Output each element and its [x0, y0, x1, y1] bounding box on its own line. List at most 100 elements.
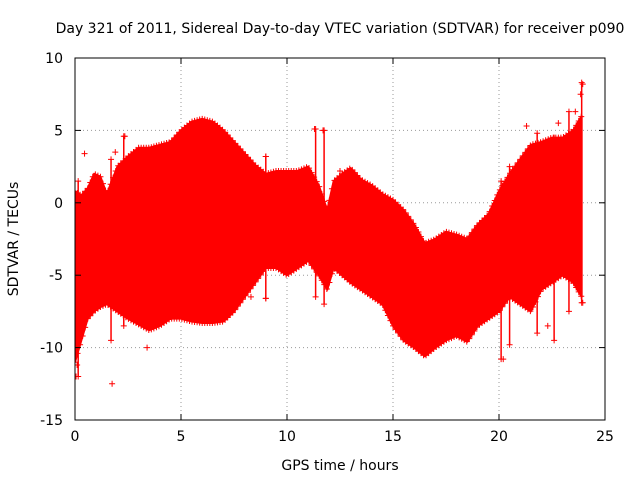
data-point-edge — [417, 233, 424, 240]
data-point-edge — [150, 143, 157, 150]
data-point-edge — [163, 140, 170, 147]
data-point-edge — [173, 132, 180, 139]
data-point-outlier — [320, 127, 327, 134]
data-point-edge — [313, 269, 320, 276]
data-point-edge — [148, 144, 155, 151]
y-tick-label: -15 — [40, 413, 63, 429]
data-point-edge — [229, 137, 236, 144]
data-point-edge — [316, 272, 323, 279]
data-point-edge — [410, 220, 417, 227]
data-point-edge — [575, 117, 582, 124]
data-point-edge — [298, 166, 305, 173]
data-point-edge — [407, 216, 414, 223]
data-point-edge — [453, 231, 460, 238]
data-point-edge — [448, 230, 455, 237]
data-point-edge — [489, 203, 496, 210]
data-point-edge — [84, 315, 91, 322]
data-point-edge — [323, 285, 330, 292]
data-point-edge — [402, 209, 409, 216]
data-point-edge — [79, 333, 86, 340]
data-point-edge — [379, 302, 386, 309]
data-point-edge — [573, 122, 580, 129]
data-point-edge — [326, 197, 333, 204]
data-point-edge — [529, 304, 536, 311]
data-point-edge — [443, 337, 450, 344]
data-point-edge — [105, 187, 112, 194]
x-tick-label: 25 — [596, 429, 614, 445]
data-point-outlier — [311, 125, 318, 132]
data-point-edge — [362, 178, 369, 185]
data-point-spike-bottom — [312, 293, 319, 300]
data-point-edge — [448, 335, 455, 342]
data-point-edge — [178, 315, 185, 322]
data-point-edge — [463, 235, 470, 242]
data-point-edge — [186, 317, 193, 324]
data-point-edge — [140, 324, 147, 331]
data-point-spike-top — [506, 163, 513, 170]
data-point-outlier — [572, 108, 579, 115]
data-point-edge — [84, 185, 91, 192]
data-point-edge — [395, 329, 402, 336]
data-point-edge — [471, 327, 478, 334]
data-point-spike-bottom — [565, 308, 572, 315]
data-point-spike-bottom — [534, 330, 541, 337]
data-point-edge — [573, 284, 580, 291]
data-point-spike-top — [108, 156, 115, 163]
data-point-edge — [130, 318, 137, 325]
data-point-edge — [468, 229, 475, 236]
data-point-edge — [194, 117, 201, 124]
y-axis-label: SDTVAR / TECUs — [6, 182, 22, 297]
x-tick-label: 15 — [384, 429, 402, 445]
data-point-edge — [451, 334, 458, 341]
y-tick-label: -5 — [49, 268, 63, 284]
data-point-edge — [326, 279, 333, 286]
data-point-outlier — [455, 314, 462, 321]
x-tick-label: 5 — [177, 429, 186, 445]
data-point-edge — [158, 141, 165, 148]
data-point-edge — [415, 229, 422, 236]
data-point-edge — [255, 275, 262, 282]
data-point-edge — [349, 166, 356, 173]
data-point-edge — [92, 171, 99, 178]
data-point-edge — [423, 239, 430, 246]
data-point-outlier — [81, 150, 88, 157]
data-point-edge — [79, 191, 86, 198]
data-point-edge — [148, 326, 155, 333]
data-point-edge — [112, 168, 119, 175]
data-point-edge — [440, 230, 447, 237]
data-point-outlier — [337, 167, 343, 174]
data-point-edge — [453, 333, 460, 340]
data-point-edge — [466, 335, 473, 342]
data-point-edge — [191, 117, 198, 124]
data-point-edge — [82, 324, 89, 331]
data-point-edge — [99, 180, 106, 187]
data-point-edge — [509, 166, 516, 173]
data-point-edge — [237, 299, 244, 306]
data-point-edge — [199, 115, 206, 122]
data-point-edge — [384, 312, 391, 319]
data-point-outlier — [121, 133, 128, 140]
data-point-edge — [133, 320, 140, 327]
data-point-spike-top — [75, 178, 82, 185]
data-point-edge — [323, 205, 330, 212]
data-point-edge — [537, 139, 544, 146]
data-point-edge — [458, 233, 465, 240]
data-point-outlier — [523, 123, 530, 130]
data-point-edge — [354, 172, 361, 179]
chart-title: Day 321 of 2011, Sidereal Day-to-day VTE… — [56, 21, 625, 37]
data-point-edge — [540, 138, 547, 145]
data-point-edge — [535, 293, 542, 300]
data-point-edge — [270, 168, 277, 175]
data-point-edge — [517, 156, 524, 163]
data-point-edge — [575, 288, 582, 295]
data-point-edge — [161, 140, 168, 147]
data-point-edge — [97, 304, 104, 311]
data-point-edge — [461, 337, 468, 344]
data-point-outlier — [500, 356, 507, 363]
data-point-edge — [224, 132, 231, 139]
data-point-edge — [87, 179, 94, 186]
data-point-edge — [135, 321, 142, 328]
data-point-edge — [445, 229, 452, 236]
data-point-spike-bottom — [108, 337, 115, 344]
data-point-edge — [382, 192, 389, 199]
